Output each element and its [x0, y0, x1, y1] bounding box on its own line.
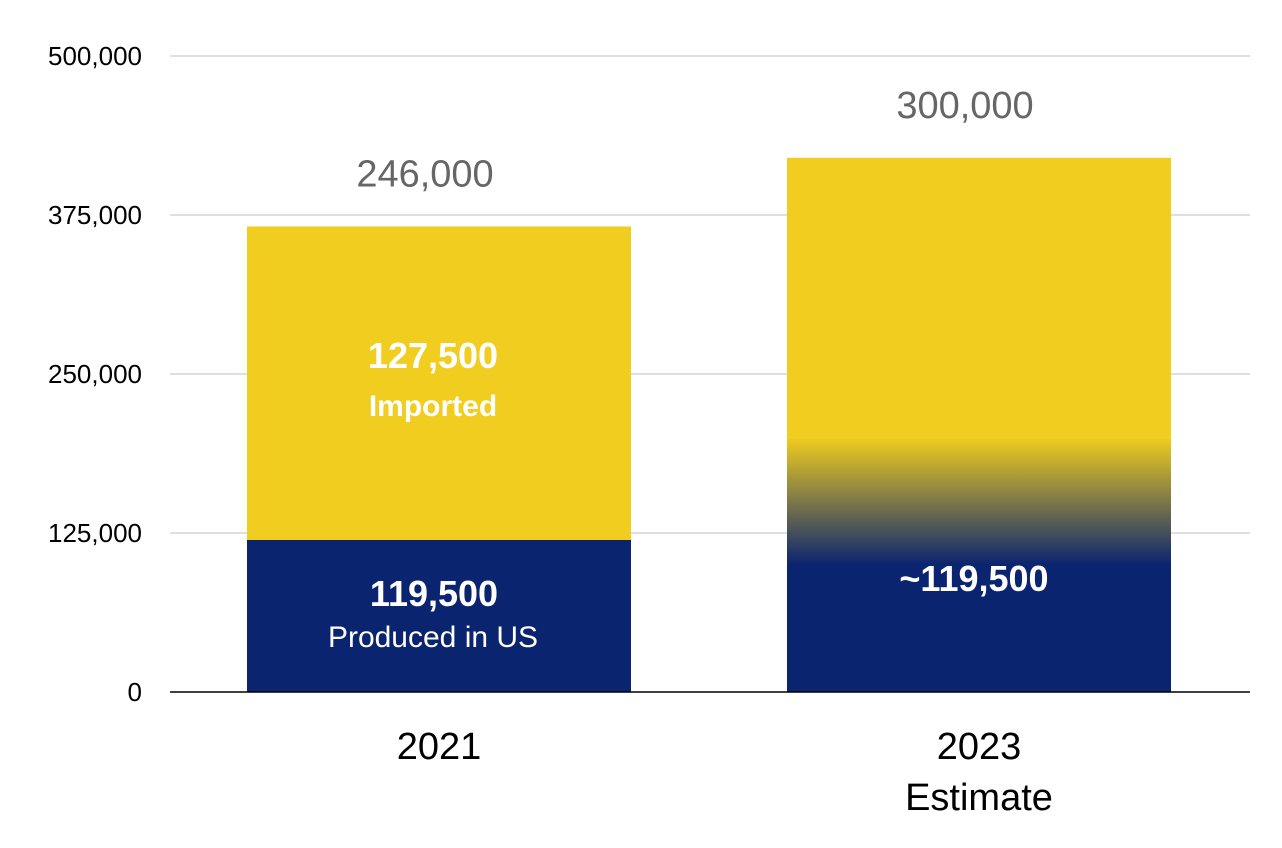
y-tick-label: 375,000: [48, 200, 142, 230]
data-label-imported: 127,500: [368, 335, 498, 376]
y-tick-label: 125,000: [48, 518, 142, 548]
segment-label-imported: Imported: [369, 390, 497, 423]
data-label-produced: ~119,500: [899, 558, 1048, 599]
bar-imported-2021: [247, 226, 631, 540]
x-tick-label: 2021: [397, 726, 482, 768]
bar-imported-2023: [787, 157, 1171, 438]
bar-transition-2023: [787, 437, 1171, 565]
total-label: 246,000: [356, 153, 493, 195]
x-tick-sublabel: Estimate: [905, 777, 1053, 819]
y-tick-label: 250,000: [48, 359, 142, 389]
y-tick-label: 0: [128, 677, 142, 707]
total-label: 300,000: [896, 85, 1033, 127]
bar-produced-2021: [247, 539, 631, 692]
segment-label-produced: Produced in US: [328, 621, 538, 654]
bar-produced-2023: [787, 564, 1171, 692]
data-label-produced: 119,500: [370, 573, 498, 614]
x-tick-label: 2023: [937, 726, 1022, 768]
y-tick-label: 500,000: [48, 41, 142, 71]
